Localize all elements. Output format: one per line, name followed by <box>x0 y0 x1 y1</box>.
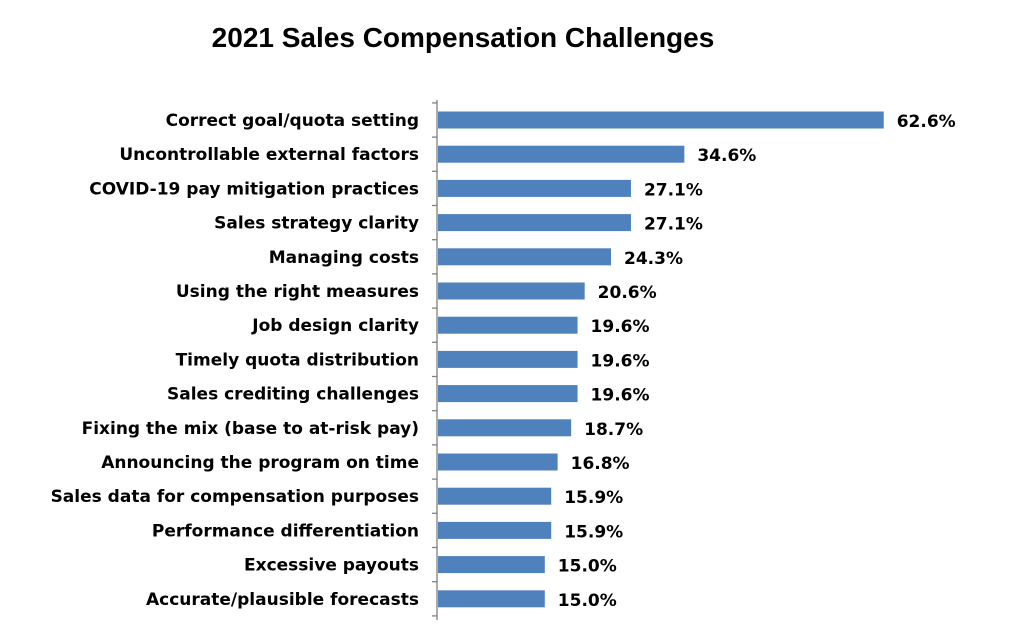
value-labels-layer: 62.6% 34.6% 27.1% 27.1% 24.3% 20.6% 19.6% 19.6%… <box>558 112 956 611</box>
value-label: 15.9% <box>564 488 623 508</box>
value-label: 19.6% <box>591 317 650 337</box>
value-label: 16.8% <box>571 454 630 474</box>
category-label: Sales crediting challenges <box>167 385 419 405</box>
category-label: Job design clarity <box>251 316 419 336</box>
bar <box>438 453 558 471</box>
bars-layer <box>438 111 884 608</box>
chart-title: 2021 Sales Compensation Challenges <box>211 22 715 53</box>
bar <box>438 179 631 197</box>
bar <box>438 487 552 505</box>
bar <box>438 248 612 266</box>
category-label: Performance differentiation <box>152 521 419 541</box>
value-label: 18.7% <box>584 420 643 440</box>
value-label: 19.6% <box>591 386 650 406</box>
value-label: 24.3% <box>624 249 683 269</box>
value-label: 62.6% <box>897 112 956 132</box>
category-label: Timely quota distribution <box>176 350 419 370</box>
value-label: 27.1% <box>644 215 703 235</box>
bar <box>438 111 884 129</box>
category-label: Using the right measures <box>176 282 419 302</box>
bar <box>438 385 578 403</box>
category-labels-layer: Correct goal/quota setting Uncontrollable… <box>51 111 419 610</box>
category-label: Managing costs <box>269 248 419 268</box>
category-label: Sales strategy clarity <box>214 214 419 234</box>
value-label: 34.6% <box>697 146 756 166</box>
value-label: 20.6% <box>598 283 657 303</box>
bar <box>438 214 631 232</box>
bar <box>438 145 685 163</box>
category-label: Uncontrollable external factors <box>119 145 419 165</box>
category-label: COVID-19 pay mitigation practices <box>89 179 419 199</box>
category-label: Fixing the mix (base to at-risk pay) <box>82 419 419 439</box>
bar <box>438 419 572 437</box>
bar <box>438 521 552 539</box>
value-label: 15.0% <box>558 591 617 611</box>
category-label: Excessive payouts <box>244 556 419 576</box>
bar <box>438 590 545 608</box>
bar <box>438 282 585 300</box>
value-label: 15.0% <box>558 557 617 577</box>
value-label: 27.1% <box>644 180 703 200</box>
category-label: Sales data for compensation purposes <box>51 487 419 507</box>
category-label: Announcing the program on time <box>101 453 419 473</box>
y-axis-layer <box>432 100 438 620</box>
bar <box>438 350 578 368</box>
value-label: 15.9% <box>564 522 623 542</box>
category-label: Accurate/plausible forecasts <box>146 590 419 610</box>
category-label: Correct goal/quota setting <box>166 111 419 131</box>
value-label: 19.6% <box>591 351 650 371</box>
bar <box>438 316 578 334</box>
bar <box>438 556 545 574</box>
